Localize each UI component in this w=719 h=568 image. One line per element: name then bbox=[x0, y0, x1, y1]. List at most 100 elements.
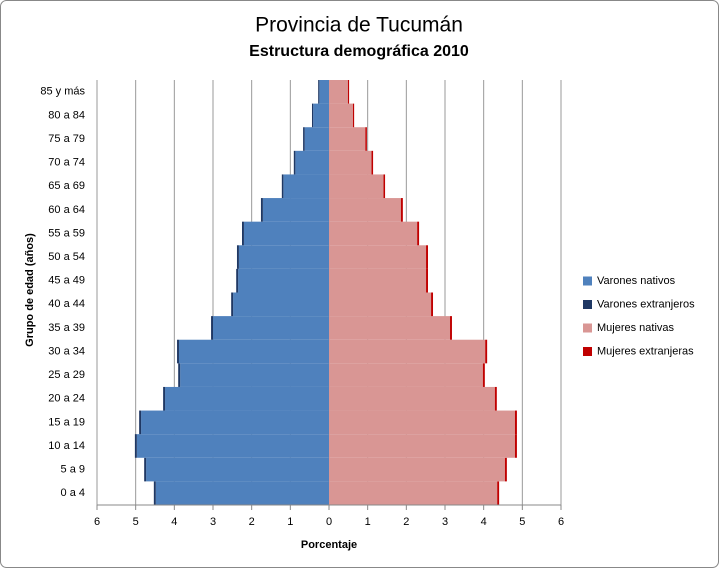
bar bbox=[134, 434, 137, 458]
bar bbox=[400, 198, 403, 222]
bar bbox=[319, 80, 329, 104]
bar bbox=[329, 292, 432, 317]
bar bbox=[329, 268, 427, 293]
bar bbox=[514, 434, 517, 458]
y-tick-label: 45 a 49 bbox=[48, 275, 85, 287]
x-tick-label: 2 bbox=[249, 516, 255, 528]
bar bbox=[329, 316, 451, 340]
bar bbox=[311, 103, 314, 128]
chart-title: Provincia de Tucumán bbox=[255, 14, 463, 37]
y-tick-label: 40 a 44 bbox=[48, 298, 85, 310]
bar bbox=[329, 386, 495, 411]
legend-label: Varones nativos bbox=[597, 275, 676, 287]
bar bbox=[329, 198, 401, 222]
y-tick-label: 85 y más bbox=[40, 86, 85, 98]
bar bbox=[238, 245, 329, 269]
bar bbox=[213, 316, 329, 340]
bar bbox=[177, 339, 179, 364]
y-tick-label: 65 a 69 bbox=[48, 180, 85, 192]
bar bbox=[329, 434, 515, 458]
bar bbox=[329, 80, 348, 104]
x-tick-label: 6 bbox=[558, 516, 564, 528]
x-tick-label: 5 bbox=[519, 516, 525, 528]
legend-label: Mujeres nativas bbox=[597, 322, 675, 334]
bar bbox=[485, 339, 488, 364]
y-axis-label: Grupo de edad (años) bbox=[24, 233, 36, 347]
bar bbox=[450, 316, 452, 340]
y-tick-label: 55 a 59 bbox=[48, 227, 85, 239]
bar bbox=[155, 481, 329, 505]
legend-swatch bbox=[583, 323, 592, 333]
x-tick-label: 1 bbox=[365, 516, 371, 528]
bar bbox=[139, 410, 142, 435]
bar bbox=[329, 339, 486, 364]
bar bbox=[329, 103, 353, 128]
bar bbox=[144, 457, 147, 482]
bar bbox=[178, 363, 181, 387]
bar bbox=[295, 150, 329, 175]
legend-label: Varones extranjeros bbox=[597, 298, 695, 310]
bar bbox=[136, 434, 329, 458]
bar bbox=[236, 268, 239, 293]
bar bbox=[318, 80, 320, 104]
bar bbox=[211, 316, 213, 340]
y-tick-label: 75 a 79 bbox=[48, 133, 85, 145]
bar bbox=[304, 127, 329, 151]
bar bbox=[165, 386, 329, 411]
x-axis-label: Porcentaje bbox=[301, 539, 357, 551]
y-tick-label: 80 a 84 bbox=[48, 109, 85, 121]
bar bbox=[153, 481, 156, 505]
y-tick-label: 35 a 39 bbox=[48, 322, 85, 334]
bar bbox=[417, 221, 420, 246]
x-tick-label: 5 bbox=[133, 516, 139, 528]
bar bbox=[180, 363, 329, 387]
chart-subtitle: Estructura demográfica 2010 bbox=[249, 43, 469, 60]
y-tick-label: 30 a 34 bbox=[48, 345, 85, 357]
y-tick-label: 10 a 14 bbox=[48, 440, 85, 452]
x-tick-label: 0 bbox=[326, 516, 332, 528]
bar bbox=[329, 221, 418, 246]
x-tick-label: 3 bbox=[210, 516, 216, 528]
legend-swatch bbox=[583, 276, 592, 286]
y-tick-label: 60 a 64 bbox=[48, 204, 85, 216]
bar bbox=[426, 268, 428, 293]
bar bbox=[146, 457, 329, 482]
bar bbox=[238, 268, 329, 293]
bar bbox=[352, 103, 355, 128]
y-tick-label: 25 a 29 bbox=[48, 369, 85, 381]
bar bbox=[262, 198, 329, 222]
bar bbox=[329, 481, 498, 505]
bar bbox=[293, 150, 296, 175]
bar bbox=[329, 174, 384, 199]
bar bbox=[494, 386, 497, 411]
x-tick-label: 6 bbox=[94, 516, 100, 528]
bar bbox=[329, 457, 505, 482]
x-tick-label: 1 bbox=[287, 516, 293, 528]
bar bbox=[329, 245, 427, 269]
legend-swatch bbox=[583, 347, 592, 356]
legend-label: Mujeres extranjeras bbox=[597, 345, 694, 357]
y-tick-label: 5 a 9 bbox=[61, 463, 85, 475]
y-tick-label: 20 a 24 bbox=[48, 393, 85, 405]
bar bbox=[482, 363, 485, 387]
y-tick-label: 50 a 54 bbox=[48, 251, 85, 263]
bar bbox=[371, 150, 374, 175]
x-tick-label: 4 bbox=[481, 516, 487, 528]
bar bbox=[260, 198, 263, 222]
bar bbox=[383, 174, 386, 199]
bar bbox=[283, 174, 329, 199]
bar bbox=[243, 221, 329, 246]
bar bbox=[233, 292, 329, 317]
bar bbox=[431, 292, 434, 317]
y-tick-label: 15 a 19 bbox=[48, 416, 85, 428]
bar bbox=[365, 127, 367, 151]
bar bbox=[178, 339, 329, 364]
bar bbox=[347, 80, 350, 104]
bar bbox=[303, 127, 305, 151]
bar bbox=[426, 245, 428, 269]
bar bbox=[497, 481, 500, 505]
bar bbox=[163, 386, 166, 411]
bar bbox=[329, 127, 366, 151]
legend-swatch bbox=[583, 300, 592, 309]
